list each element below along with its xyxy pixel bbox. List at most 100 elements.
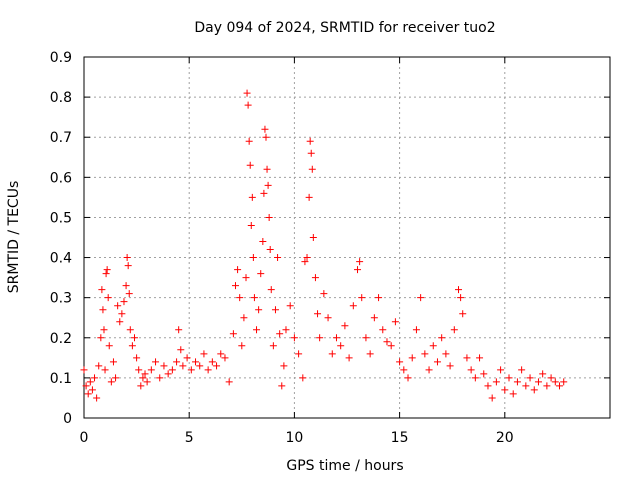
chart-title: Day 094 of 2024, SRMTID for receiver tuo… (194, 20, 495, 36)
data-point (175, 326, 183, 334)
data-point (324, 314, 332, 322)
data-point (362, 334, 370, 342)
data-point (488, 394, 496, 402)
data-point (147, 366, 155, 374)
data-point (265, 213, 273, 221)
data-point (391, 318, 399, 326)
y-tick-label: 0 (63, 411, 72, 427)
data-point (259, 238, 267, 246)
data-point (299, 374, 307, 382)
data-point (457, 294, 465, 302)
x-tick-label: 15 (391, 430, 409, 446)
data-points (80, 89, 568, 402)
y-tick-label: 0.6 (50, 170, 72, 186)
data-point (320, 290, 328, 298)
data-point (246, 161, 254, 169)
data-point (123, 254, 131, 262)
data-point (243, 89, 251, 97)
data-point (551, 378, 559, 386)
data-point (404, 374, 412, 382)
data-point (425, 366, 433, 374)
data-point (242, 274, 250, 282)
data-point (173, 358, 181, 366)
data-point (263, 165, 271, 173)
plot-frame (83, 56, 611, 419)
data-point (255, 306, 263, 314)
data-point (387, 342, 395, 350)
data-point (231, 282, 239, 290)
data-point (98, 286, 106, 294)
data-point (358, 294, 366, 302)
data-point (229, 330, 237, 338)
data-point (80, 366, 88, 374)
data-point (501, 386, 509, 394)
data-point (112, 374, 120, 382)
data-point (93, 394, 101, 402)
data-point (274, 254, 282, 262)
data-point (118, 310, 126, 318)
data-point (309, 234, 317, 241)
data-point (316, 334, 324, 342)
axis-ticks: 0 0.1 0.2 0.3 0.4 0.5 0.6 0.7 0.8 0.9 0 5 10 15 20 (50, 50, 610, 446)
data-point (107, 378, 115, 386)
data-point (196, 362, 204, 370)
data-point (152, 358, 160, 366)
data-point (125, 290, 133, 298)
data-point (522, 382, 530, 390)
data-point (278, 382, 286, 390)
data-point (116, 318, 124, 326)
data-point (130, 334, 138, 342)
data-point (307, 149, 315, 157)
y-axis-label: SRMTID / TECUs (6, 181, 22, 294)
data-point (345, 354, 353, 362)
data-point (103, 266, 111, 274)
data-point (450, 326, 458, 334)
y-tick-label: 0.8 (50, 90, 72, 106)
data-point (442, 350, 450, 358)
data-point (250, 294, 258, 302)
data-point (249, 254, 257, 262)
data-point (492, 378, 500, 386)
data-point (513, 378, 521, 386)
y-tick-label: 0.4 (50, 251, 72, 267)
data-point (433, 358, 441, 366)
y-tick-label: 0.5 (50, 210, 72, 226)
data-point (245, 137, 253, 145)
data-point (91, 374, 99, 382)
x-axis-label: GPS time / hours (286, 458, 403, 474)
data-point (244, 101, 252, 109)
data-point (480, 370, 488, 378)
data-point (280, 362, 288, 370)
data-point (143, 378, 151, 386)
data-point (261, 125, 269, 133)
data-point (455, 286, 463, 294)
data-point (396, 358, 404, 366)
data-point (247, 221, 255, 229)
y-tick-label: 0.9 (50, 50, 72, 66)
data-point (303, 254, 311, 262)
data-point (164, 370, 172, 378)
data-point (509, 390, 517, 398)
data-point (120, 298, 128, 306)
data-point (375, 294, 383, 302)
data-point (221, 354, 229, 362)
data-point (141, 370, 149, 378)
grid-lines (84, 57, 610, 418)
data-point (560, 378, 568, 386)
data-point (109, 358, 117, 366)
x-tick-label: 5 (185, 430, 194, 446)
data-point (139, 374, 147, 382)
x-tick-label: 0 (80, 430, 89, 446)
data-point (102, 270, 110, 278)
data-point (156, 374, 164, 382)
data-point (556, 382, 564, 390)
data-point (484, 382, 492, 390)
data-point (271, 306, 279, 314)
data-point (370, 314, 378, 322)
data-point (99, 306, 107, 314)
data-point (104, 294, 112, 302)
data-point (446, 362, 454, 370)
data-point (225, 378, 233, 386)
data-point (101, 366, 109, 374)
